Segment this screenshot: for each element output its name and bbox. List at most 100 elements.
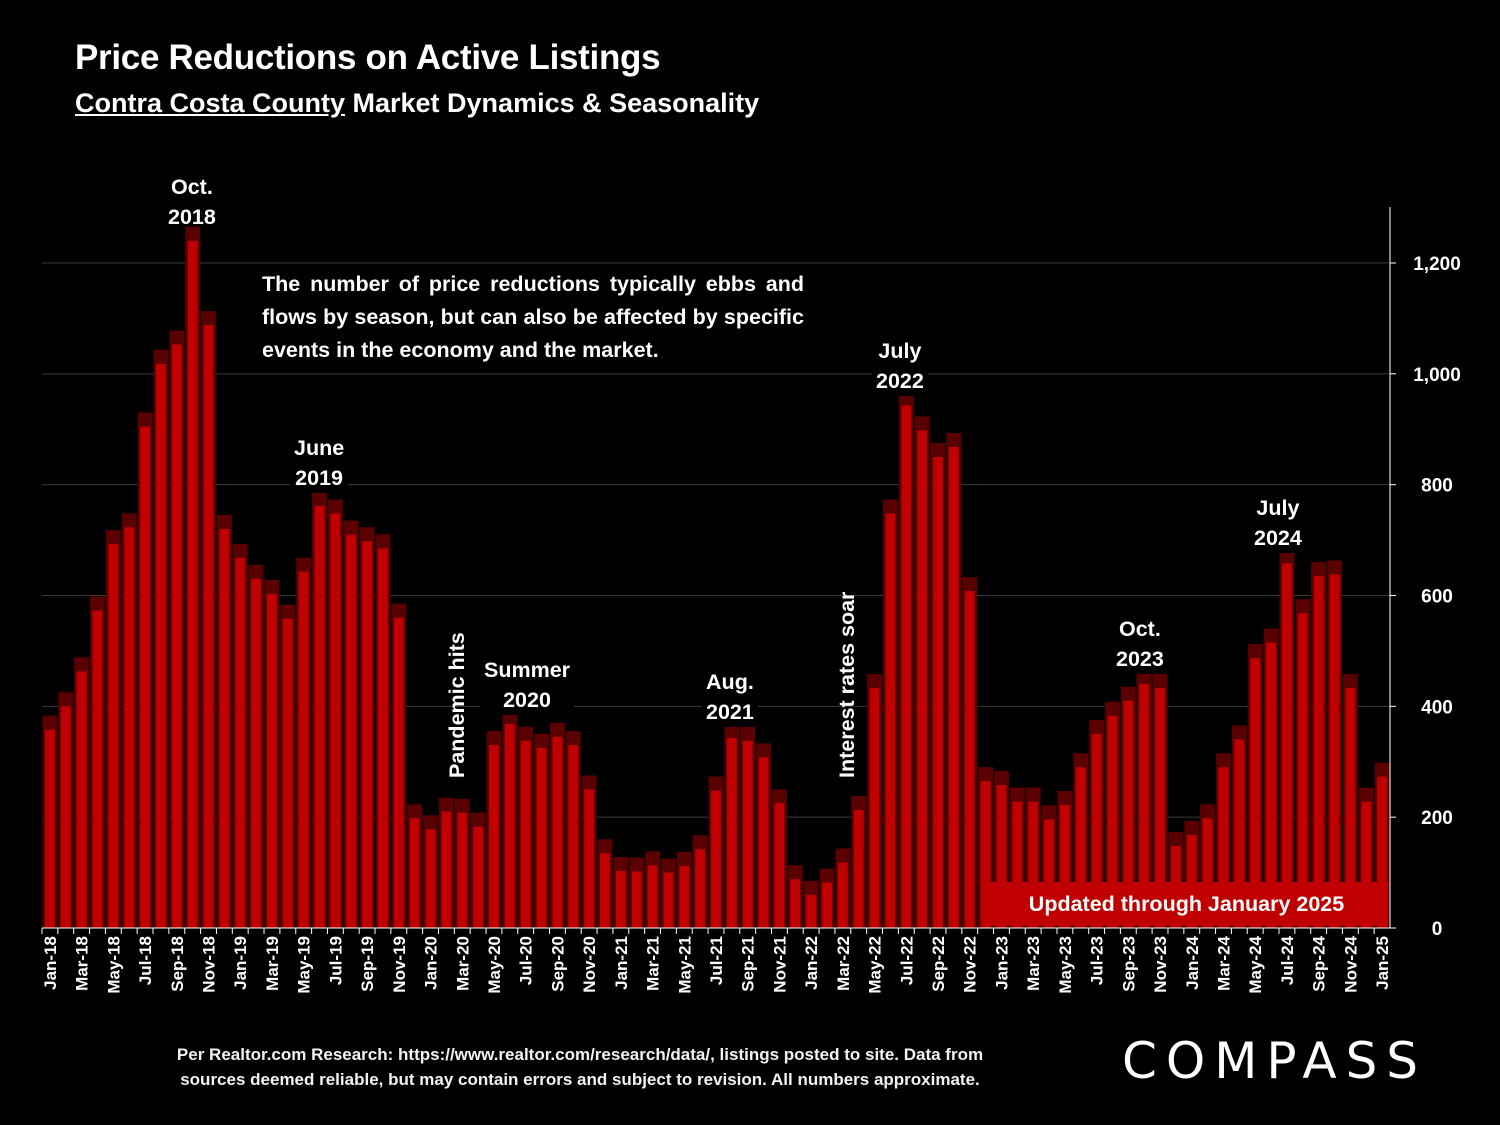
x-tick-label: Jul-21	[707, 936, 726, 985]
bar	[108, 543, 119, 928]
bar	[1091, 734, 1102, 928]
bar	[822, 882, 832, 928]
y-tick-label: 600	[1421, 587, 1453, 608]
bar	[885, 513, 896, 928]
bar	[235, 557, 246, 928]
annotation-line: 2023	[1116, 647, 1164, 671]
annotation-oct-2018: Oct. 2018	[168, 172, 216, 232]
x-tick-label: May-21	[675, 936, 694, 994]
x-tick-label: Nov-19	[390, 936, 409, 993]
bar	[1155, 688, 1165, 928]
bar	[441, 811, 452, 928]
bar	[600, 853, 610, 928]
x-tick-label: Nov-22	[961, 936, 980, 993]
x-tick-labels: Jan-18 Mar-18 May-18 Jul-18 Sep-18 Nov-18 Jan-…	[41, 928, 1392, 994]
footnote-line: sources deemed reliable, but may contain…	[180, 1070, 980, 1089]
chart-title: Price Reductions on Active Listings	[75, 38, 661, 77]
bar	[869, 688, 880, 928]
bar	[1075, 767, 1086, 928]
annotation-pandemic: Pandemic hits	[445, 632, 469, 778]
x-tick-label: May-24	[1246, 935, 1265, 993]
bar	[504, 724, 515, 928]
x-tick-label: May-22	[866, 936, 885, 994]
annotation-aug-2021: Aug. 2021	[702, 667, 758, 727]
x-tick-label: Mar-22	[834, 936, 853, 991]
bar	[584, 789, 595, 928]
bar	[726, 737, 737, 928]
subtitle-rest: Market Dynamics & Seasonality	[345, 88, 760, 118]
x-tick-label: Sep-21	[739, 936, 758, 992]
annotation-line: 2024	[1254, 526, 1302, 550]
bar	[917, 430, 928, 928]
bar	[996, 785, 1007, 928]
x-tick-label: Mar-24	[1214, 935, 1233, 990]
x-tick-label: Mar-23	[1024, 936, 1043, 991]
y-tick-label: 1,000	[1413, 365, 1461, 386]
bar	[695, 849, 706, 928]
bar	[378, 548, 388, 928]
bar	[1123, 700, 1134, 928]
bar	[314, 505, 325, 928]
x-tick-label: Sep-18	[168, 936, 187, 992]
x-tick-label: Mar-21	[644, 936, 663, 991]
annotation-line: 2022	[876, 369, 924, 393]
x-tick-label: Sep-24	[1310, 935, 1329, 991]
bar	[156, 363, 166, 928]
annotation-line: 2019	[295, 466, 344, 490]
x-tick-label: May-18	[104, 936, 123, 994]
bar	[45, 729, 55, 928]
source-footnote: Per Realtor.com Research: https://www.re…	[90, 1042, 1070, 1092]
annotation-july-2024: July 2024	[1250, 493, 1306, 553]
x-tick-label: Nov-24	[1341, 935, 1360, 992]
bar	[679, 865, 690, 928]
bar	[742, 740, 753, 928]
y-tick-label: 0	[1432, 919, 1443, 940]
subtitle-county: Contra Costa County	[75, 88, 345, 118]
bar	[203, 325, 214, 929]
compass-logo: COMPASS	[1122, 1032, 1428, 1090]
annotation-oct-2023: Oct. 2023	[1112, 614, 1168, 674]
bar	[631, 871, 642, 928]
bar	[457, 812, 468, 928]
annotation-line: July	[1256, 496, 1300, 520]
y-tick-label: 1,200	[1413, 254, 1461, 275]
bar	[1377, 776, 1387, 928]
y-tick-labels: 0 200 400 600 800 1,000 1,200	[1390, 254, 1461, 940]
x-tick-label: Nov-20	[580, 936, 599, 993]
bar	[171, 344, 182, 928]
bar	[520, 740, 531, 928]
bar	[790, 879, 801, 928]
bar	[251, 578, 262, 928]
x-tick-label: Jul-20	[517, 936, 536, 985]
bar	[346, 534, 357, 928]
bar	[933, 456, 943, 928]
bar	[837, 862, 848, 928]
bar	[1329, 574, 1340, 928]
x-tick-label: Jan-24	[1183, 935, 1202, 989]
annotation-line: Oct.	[1119, 617, 1161, 641]
x-tick-label: Nov-21	[770, 936, 789, 993]
bar	[1202, 818, 1213, 928]
x-tick-label: Jan-25	[1373, 936, 1392, 990]
bar	[1234, 739, 1245, 928]
bar	[60, 706, 71, 928]
bar	[980, 781, 991, 928]
bar	[774, 803, 785, 928]
annotation-line: 2020	[503, 688, 551, 712]
bar	[536, 747, 547, 928]
annotation-line: July	[878, 339, 922, 363]
annotation-line: June	[294, 436, 345, 460]
bar	[1313, 576, 1324, 928]
bar	[1028, 801, 1039, 928]
x-tick-label: Mar-19	[263, 936, 282, 991]
x-tick-label: May-19	[295, 936, 314, 994]
bar	[1218, 767, 1229, 928]
bar	[362, 541, 373, 928]
x-tick-label: Jul-19	[326, 936, 345, 985]
x-tick-label: Sep-20	[548, 936, 567, 992]
bar	[758, 757, 769, 928]
bar	[393, 617, 404, 928]
x-tick-label: Sep-22	[929, 936, 948, 992]
x-tick-label: Jul-24	[1278, 935, 1297, 985]
